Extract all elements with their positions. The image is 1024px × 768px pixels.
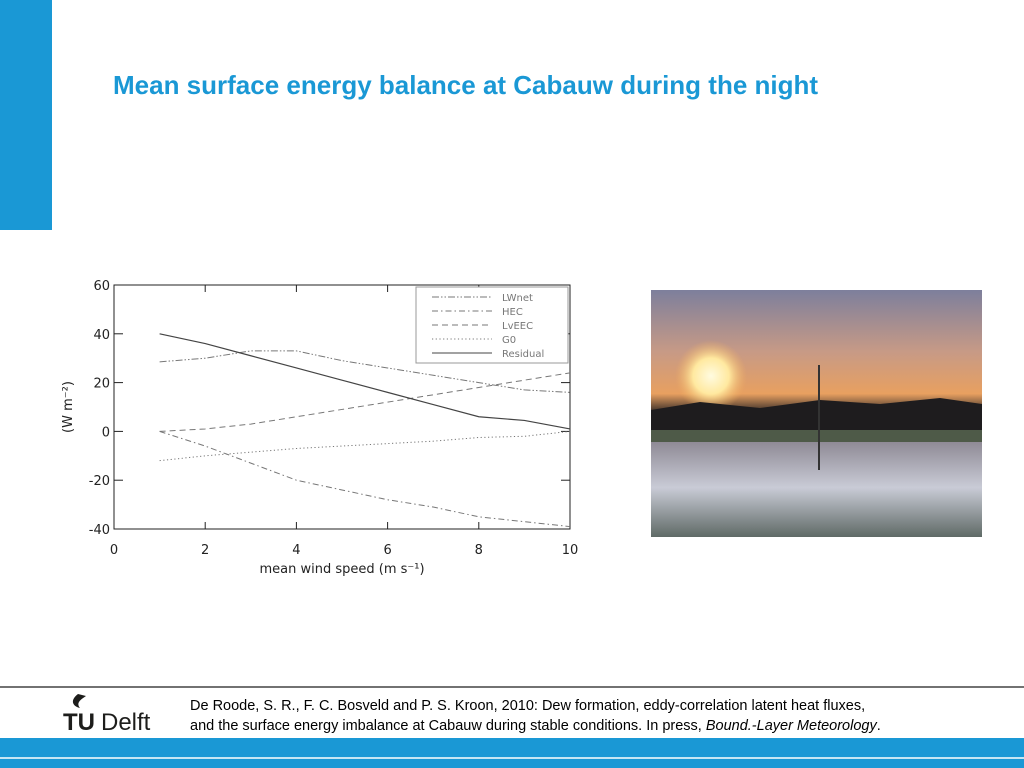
citation-line: and the surface energy imbalance at Caba… — [190, 716, 881, 736]
x-axis-label: mean wind speed (m s⁻¹) — [259, 562, 424, 577]
series-line — [159, 430, 571, 528]
logo: TU Delft — [63, 694, 151, 736]
citation-end: . — [876, 718, 881, 734]
legend-label: HEC — [502, 307, 523, 318]
citation-text: and the surface energy imbalance at Caba… — [190, 718, 702, 734]
photo — [651, 290, 982, 537]
side-bar — [0, 0, 52, 230]
y-axis-label: (W m⁻²) — [61, 381, 76, 433]
footer-band — [0, 738, 1024, 768]
x-tick-label: 8 — [475, 543, 483, 558]
citation-line: De Roode, S. R., F. C. Bosveld and P. S.… — [190, 698, 866, 714]
y-tick-label: 20 — [93, 377, 110, 392]
chart: 0 2 4 6 8 10 -40 -20 0 20 40 60 mean wind speed (m s… — [61, 279, 578, 577]
x-tick-label: 6 — [383, 543, 391, 558]
series-line — [159, 333, 571, 430]
x-tick-label: 10 — [562, 543, 579, 558]
plot-frame — [113, 284, 571, 530]
legend-label: Residual — [502, 349, 544, 360]
y-tick-label: -20 — [89, 474, 110, 489]
x-tick-label: 4 — [292, 543, 300, 558]
x-tick-label: 0 — [110, 543, 118, 558]
y-tick-label: 40 — [93, 328, 110, 343]
logo-tu: TU — [63, 709, 95, 736]
x-tick-label: 2 — [201, 543, 209, 558]
legend-label: G0 — [502, 335, 516, 346]
y-tick-label: 60 — [93, 279, 110, 294]
citation: De Roode, S. R., F. C. Bosveld and P. S.… — [190, 696, 881, 736]
series-line — [159, 430, 571, 462]
legend-box — [415, 286, 569, 364]
legend-label: LvEEC — [502, 321, 533, 332]
legend-label: LWnet — [502, 293, 533, 304]
series-line — [159, 350, 571, 393]
citation-journal: Bound.-Layer Meteorology — [705, 718, 877, 734]
slide-title: Mean surface energy balance at Cabauw du… — [113, 70, 818, 100]
y-tick-label: 0 — [102, 425, 110, 440]
y-tick-label: -40 — [89, 523, 110, 538]
series-line — [159, 372, 571, 432]
logo-delft: Delft — [101, 709, 151, 736]
